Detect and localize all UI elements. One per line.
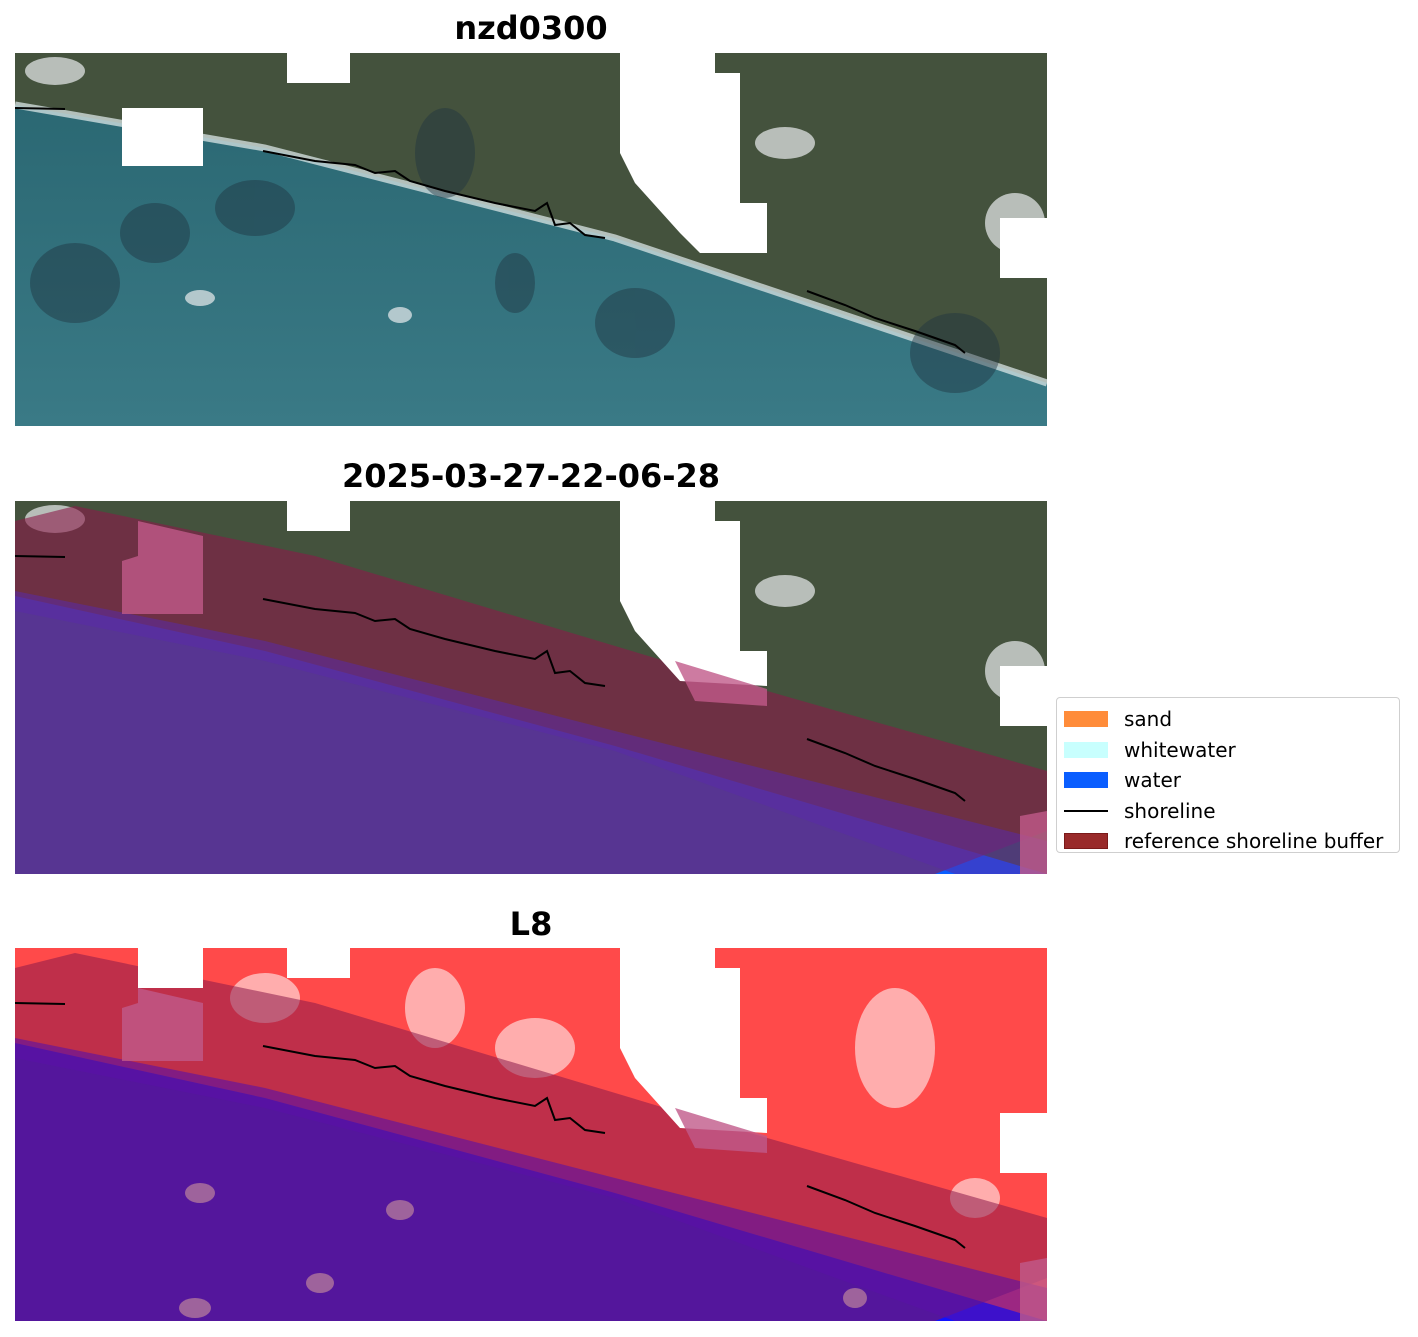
shoreline-segment xyxy=(806,738,966,802)
legend-item-shoreline: shoreline xyxy=(1064,796,1393,827)
shoreline-segment xyxy=(262,1045,606,1134)
panel-title-classified: 2025-03-27-22-06-28 xyxy=(341,457,721,495)
rgb-satellite-image xyxy=(15,53,1047,426)
legend: sand whitewater water shoreline referenc… xyxy=(1056,697,1400,853)
legend-label: whitewater xyxy=(1124,737,1236,762)
legend-line-shoreline xyxy=(1064,803,1108,819)
shoreline-segment xyxy=(15,555,66,558)
legend-swatch-sand xyxy=(1064,711,1108,728)
legend-swatch-water xyxy=(1064,772,1108,789)
legend-item-whitewater: whitewater xyxy=(1064,735,1393,766)
cloud-shadows xyxy=(30,108,1000,393)
legend-item-water: water xyxy=(1064,765,1393,796)
masked-in-buffer xyxy=(122,988,1047,1321)
buffer-water-overlap xyxy=(15,1038,1047,1321)
classification-map xyxy=(15,501,1047,874)
shoreline-segment xyxy=(806,290,966,354)
legend-label: reference shoreline buffer xyxy=(1124,829,1384,854)
sea-area xyxy=(15,105,1047,426)
legend-item-sand: sand xyxy=(1064,704,1393,735)
panel-title-rgb: nzd0300 xyxy=(454,9,608,47)
masked-in-buffer xyxy=(122,521,1047,874)
shoreline-segment xyxy=(262,150,606,239)
rgb-image-panel xyxy=(15,53,1047,426)
panel-title-index: L8 xyxy=(509,905,553,943)
index-image-panel xyxy=(15,948,1047,1321)
shoreline-segment xyxy=(15,107,66,110)
classified-image-panel xyxy=(15,501,1047,874)
cloud-mask xyxy=(138,948,1047,1173)
legend-label: water xyxy=(1124,768,1181,793)
legend-swatch-whitewater xyxy=(1064,741,1108,758)
water-index-map xyxy=(15,948,1047,1321)
buffer-water-overlap xyxy=(15,591,1047,874)
shoreline-segment xyxy=(15,1002,66,1005)
cloud-mask xyxy=(287,501,1047,726)
legend-label: shoreline xyxy=(1124,798,1216,823)
cloud-mask xyxy=(122,53,1047,278)
legend-label: sand xyxy=(1124,707,1173,732)
legend-swatch-reference-buffer xyxy=(1064,833,1108,850)
legend-item-reference-buffer: reference shoreline buffer xyxy=(1064,826,1393,857)
shoreline-segment xyxy=(262,598,606,687)
shoreline-segment xyxy=(806,1185,966,1249)
